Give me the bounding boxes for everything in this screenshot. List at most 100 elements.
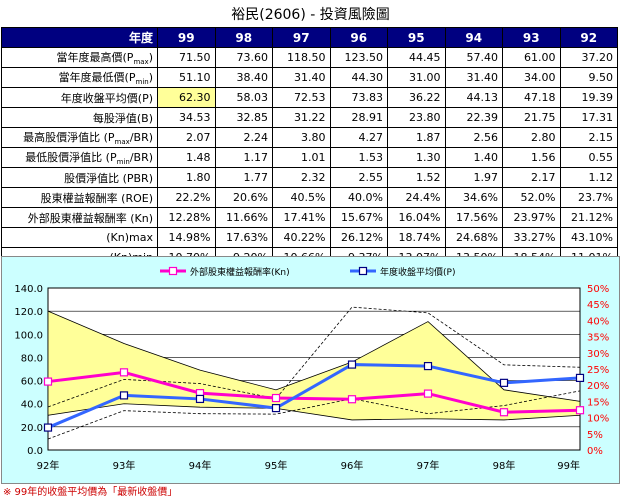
- table-cell: 44.45: [387, 47, 446, 68]
- header-year: 93: [502, 27, 561, 48]
- y-right-tick-label: 25%: [587, 365, 609, 376]
- series-point: [195, 394, 205, 404]
- table-cell: 47.18: [502, 87, 561, 108]
- table-cell: 40.22%: [272, 227, 331, 248]
- table-row: 當年度最高價(Pmax) 71.50 73.60 118.50 123.50 44.45 5…: [1, 47, 618, 68]
- table-cell: 51.10: [157, 67, 216, 88]
- table-cell: 26.12%: [329, 227, 388, 248]
- legend-marker: [168, 266, 178, 276]
- y-right-tick-label: 20%: [587, 381, 609, 392]
- table-row: 年度收盤平均價(P) 62.30 58.03 72.53 73.83 36.22 44.13…: [1, 87, 618, 108]
- table-cell: 12.28%: [157, 207, 216, 228]
- series-point: [271, 393, 281, 403]
- row-label: 最低股價淨值比 (Pmin/BR): [1, 147, 158, 168]
- x-tick-label: 99年: [557, 459, 580, 472]
- table-cell: 73.83: [329, 87, 388, 108]
- table-cell: 40.5%: [272, 187, 331, 208]
- risk-band: [47, 310, 581, 421]
- series-point: [43, 377, 53, 386]
- series-point: [423, 389, 433, 398]
- row-label: 每股淨值(B): [1, 107, 158, 128]
- table-cell: 33.27%: [502, 227, 561, 248]
- table-cell: 3.80: [272, 127, 331, 148]
- table-cell: 9.50: [559, 67, 618, 88]
- table-cell: 1.87: [387, 127, 446, 148]
- y-right-tick-label: 40%: [587, 316, 609, 327]
- table-cell: 2.07: [157, 127, 216, 148]
- table-cell: 2.32: [272, 167, 331, 188]
- table-cell: 62.30: [157, 87, 216, 108]
- series-point: [271, 403, 281, 413]
- table-cell: 28.91: [329, 107, 388, 128]
- table-row: 當年度最低價(Pmin) 51.10 38.40 31.40 44.30 31.00 31.…: [1, 67, 618, 88]
- table-cell: 14.98%: [157, 227, 216, 248]
- table-cell: 1.52: [387, 167, 446, 188]
- header-year: 97: [272, 27, 331, 48]
- table-cell: 19.39: [559, 87, 618, 108]
- y-right-tick-label: 0%: [587, 446, 603, 457]
- table-cell: 24.68%: [444, 227, 503, 248]
- table-cell: 1.97: [444, 167, 503, 188]
- table-cell: 22.2%: [157, 187, 216, 208]
- x-tick-label: 96年: [341, 459, 364, 472]
- x-tick-label: 94年: [189, 459, 212, 472]
- legend-label: 年度收盤平均價(P): [380, 266, 455, 278]
- header-year: 94: [444, 27, 503, 48]
- table-cell: 24.4%: [387, 187, 446, 208]
- table-cell: 1.12: [559, 167, 618, 188]
- table-cell: 4.27: [329, 127, 388, 148]
- table-cell: 21.12%: [559, 207, 618, 228]
- header-year: 96: [329, 27, 388, 48]
- x-tick-label: 95年: [265, 459, 288, 472]
- x-tick-label: 92年: [37, 459, 60, 472]
- series-line: [47, 370, 581, 414]
- series-point: [347, 395, 357, 404]
- table-cell: 16.04%: [387, 207, 446, 228]
- table-cell: 118.50: [272, 47, 331, 68]
- table-cell: 2.24: [214, 127, 273, 148]
- table-cell: 1.48: [157, 147, 216, 168]
- table-cell: 37.20: [559, 47, 618, 68]
- legend-marker: [358, 266, 368, 276]
- table-cell: 23.97%: [502, 207, 561, 228]
- table-cell: 18.74%: [387, 227, 446, 248]
- page-title: 裕民(2606) - 投資風險圖: [231, 7, 390, 23]
- table-cell: 2.80: [502, 127, 561, 148]
- series-point: [575, 373, 585, 383]
- table-cell: 17.31: [559, 107, 618, 128]
- series-point: [575, 406, 585, 415]
- pbr-line-lower: [47, 390, 581, 440]
- series-line: [47, 363, 581, 429]
- y-left-tick-label: 120.0: [14, 307, 43, 318]
- table-cell: 34.00: [502, 67, 561, 88]
- row-label: (Kn)max: [1, 227, 158, 248]
- header-year: 92: [559, 27, 618, 48]
- table-cell: 17.56%: [444, 207, 503, 228]
- table-cell: 32.85: [214, 107, 273, 128]
- table-cell: 0.55: [559, 147, 618, 168]
- y-left-tick-label: 100.0: [14, 330, 43, 341]
- table-cell: 1.17: [214, 147, 273, 168]
- series-point: [499, 378, 509, 387]
- table-cell: 61.00: [502, 47, 561, 68]
- x-tick-label: 97年: [417, 459, 440, 472]
- table-cell: 31.40: [444, 67, 503, 88]
- series-point: [43, 423, 53, 432]
- table-cell: 15.67%: [329, 207, 388, 228]
- y-left-tick-label: 60.0: [21, 377, 43, 388]
- y-left-tick-label: 40.0: [21, 400, 43, 411]
- table-cell: 73.60: [214, 47, 273, 68]
- table-cell: 40.0%: [329, 187, 388, 208]
- y-left-tick-label: 80.0: [21, 353, 43, 364]
- table-cell: 31.22: [272, 107, 331, 128]
- footnote: ※ 99年的收盤平均價為「最新收盤價」: [3, 487, 178, 498]
- series-point: [347, 360, 357, 369]
- table-cell: 31.00: [387, 67, 446, 88]
- y-right-tick-label: 50%: [587, 284, 609, 295]
- risk-chart: 0.0 20.0 40.0 60.0 80.0 100.0 120.0 140.0 0% 5% 10…: [1, 256, 620, 484]
- table-cell: 1.56: [502, 147, 561, 168]
- y-right-tick-label: 5%: [587, 430, 603, 441]
- table-cell: 44.30: [329, 67, 388, 88]
- table-cell: 1.01: [272, 147, 331, 168]
- row-label: 股價淨值比 (PBR): [1, 167, 158, 188]
